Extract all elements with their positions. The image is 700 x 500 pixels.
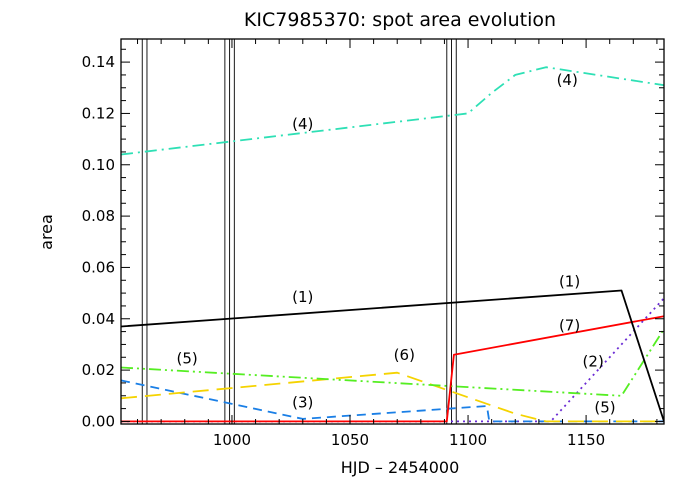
- y-tick-label-1: 0.02: [82, 361, 115, 379]
- y-tick-label-6: 0.12: [82, 104, 115, 122]
- annotation-label-5: (7): [559, 316, 580, 334]
- annotation-label-2: (4): [557, 71, 578, 89]
- annotation-label-4: (1): [559, 273, 580, 291]
- x-axis-title: HJD – 2454000: [341, 458, 460, 477]
- series-group: [121, 66, 664, 423]
- plot-area: (4) (4) (1) (1) (7) (6) (5) (2) (3) (5): [120, 38, 665, 425]
- series-line-4: [121, 66, 664, 156]
- x-tick-label-1050: 1050: [331, 431, 369, 449]
- plot-frame: [120, 38, 665, 425]
- series-line-5: [121, 328, 664, 397]
- y-tick-label-7: 0.14: [82, 53, 115, 71]
- series-line-3: [121, 379, 664, 423]
- y-tick-label-5: 0.10: [82, 156, 115, 174]
- annotation-label-6: (6): [394, 346, 415, 364]
- annotation-label-1: (4): [292, 115, 313, 133]
- x-tick-label-1000: 1000: [213, 431, 251, 449]
- y-tick-label-2: 0.04: [82, 310, 115, 328]
- y-tick-label-0: 0.00: [82, 412, 115, 430]
- x-tick-label-1100: 1100: [449, 431, 487, 449]
- annotation-label-9: (3): [292, 393, 313, 411]
- chart-title: KIC7985370: spot area evolution: [244, 9, 556, 31]
- series-line-2: [121, 297, 664, 423]
- x-tick-label-1150: 1150: [567, 431, 605, 449]
- annotation-label-3: (1): [292, 288, 313, 306]
- axis-ticks: 1000 1050 1100 1150 0.00 0.02 0.04 0.06 0.08 0.10…: [82, 39, 664, 449]
- y-axis-title: area: [37, 214, 56, 250]
- annotation-label-10: (5): [594, 398, 615, 416]
- y-tick-label-4: 0.08: [82, 207, 115, 225]
- annotation-label-8: (2): [583, 352, 604, 370]
- y-tick-label-3: 0.06: [82, 258, 115, 276]
- annotation-label-7: (5): [176, 350, 197, 368]
- series-line-7: [121, 315, 664, 423]
- series-line-1: [121, 289, 664, 422]
